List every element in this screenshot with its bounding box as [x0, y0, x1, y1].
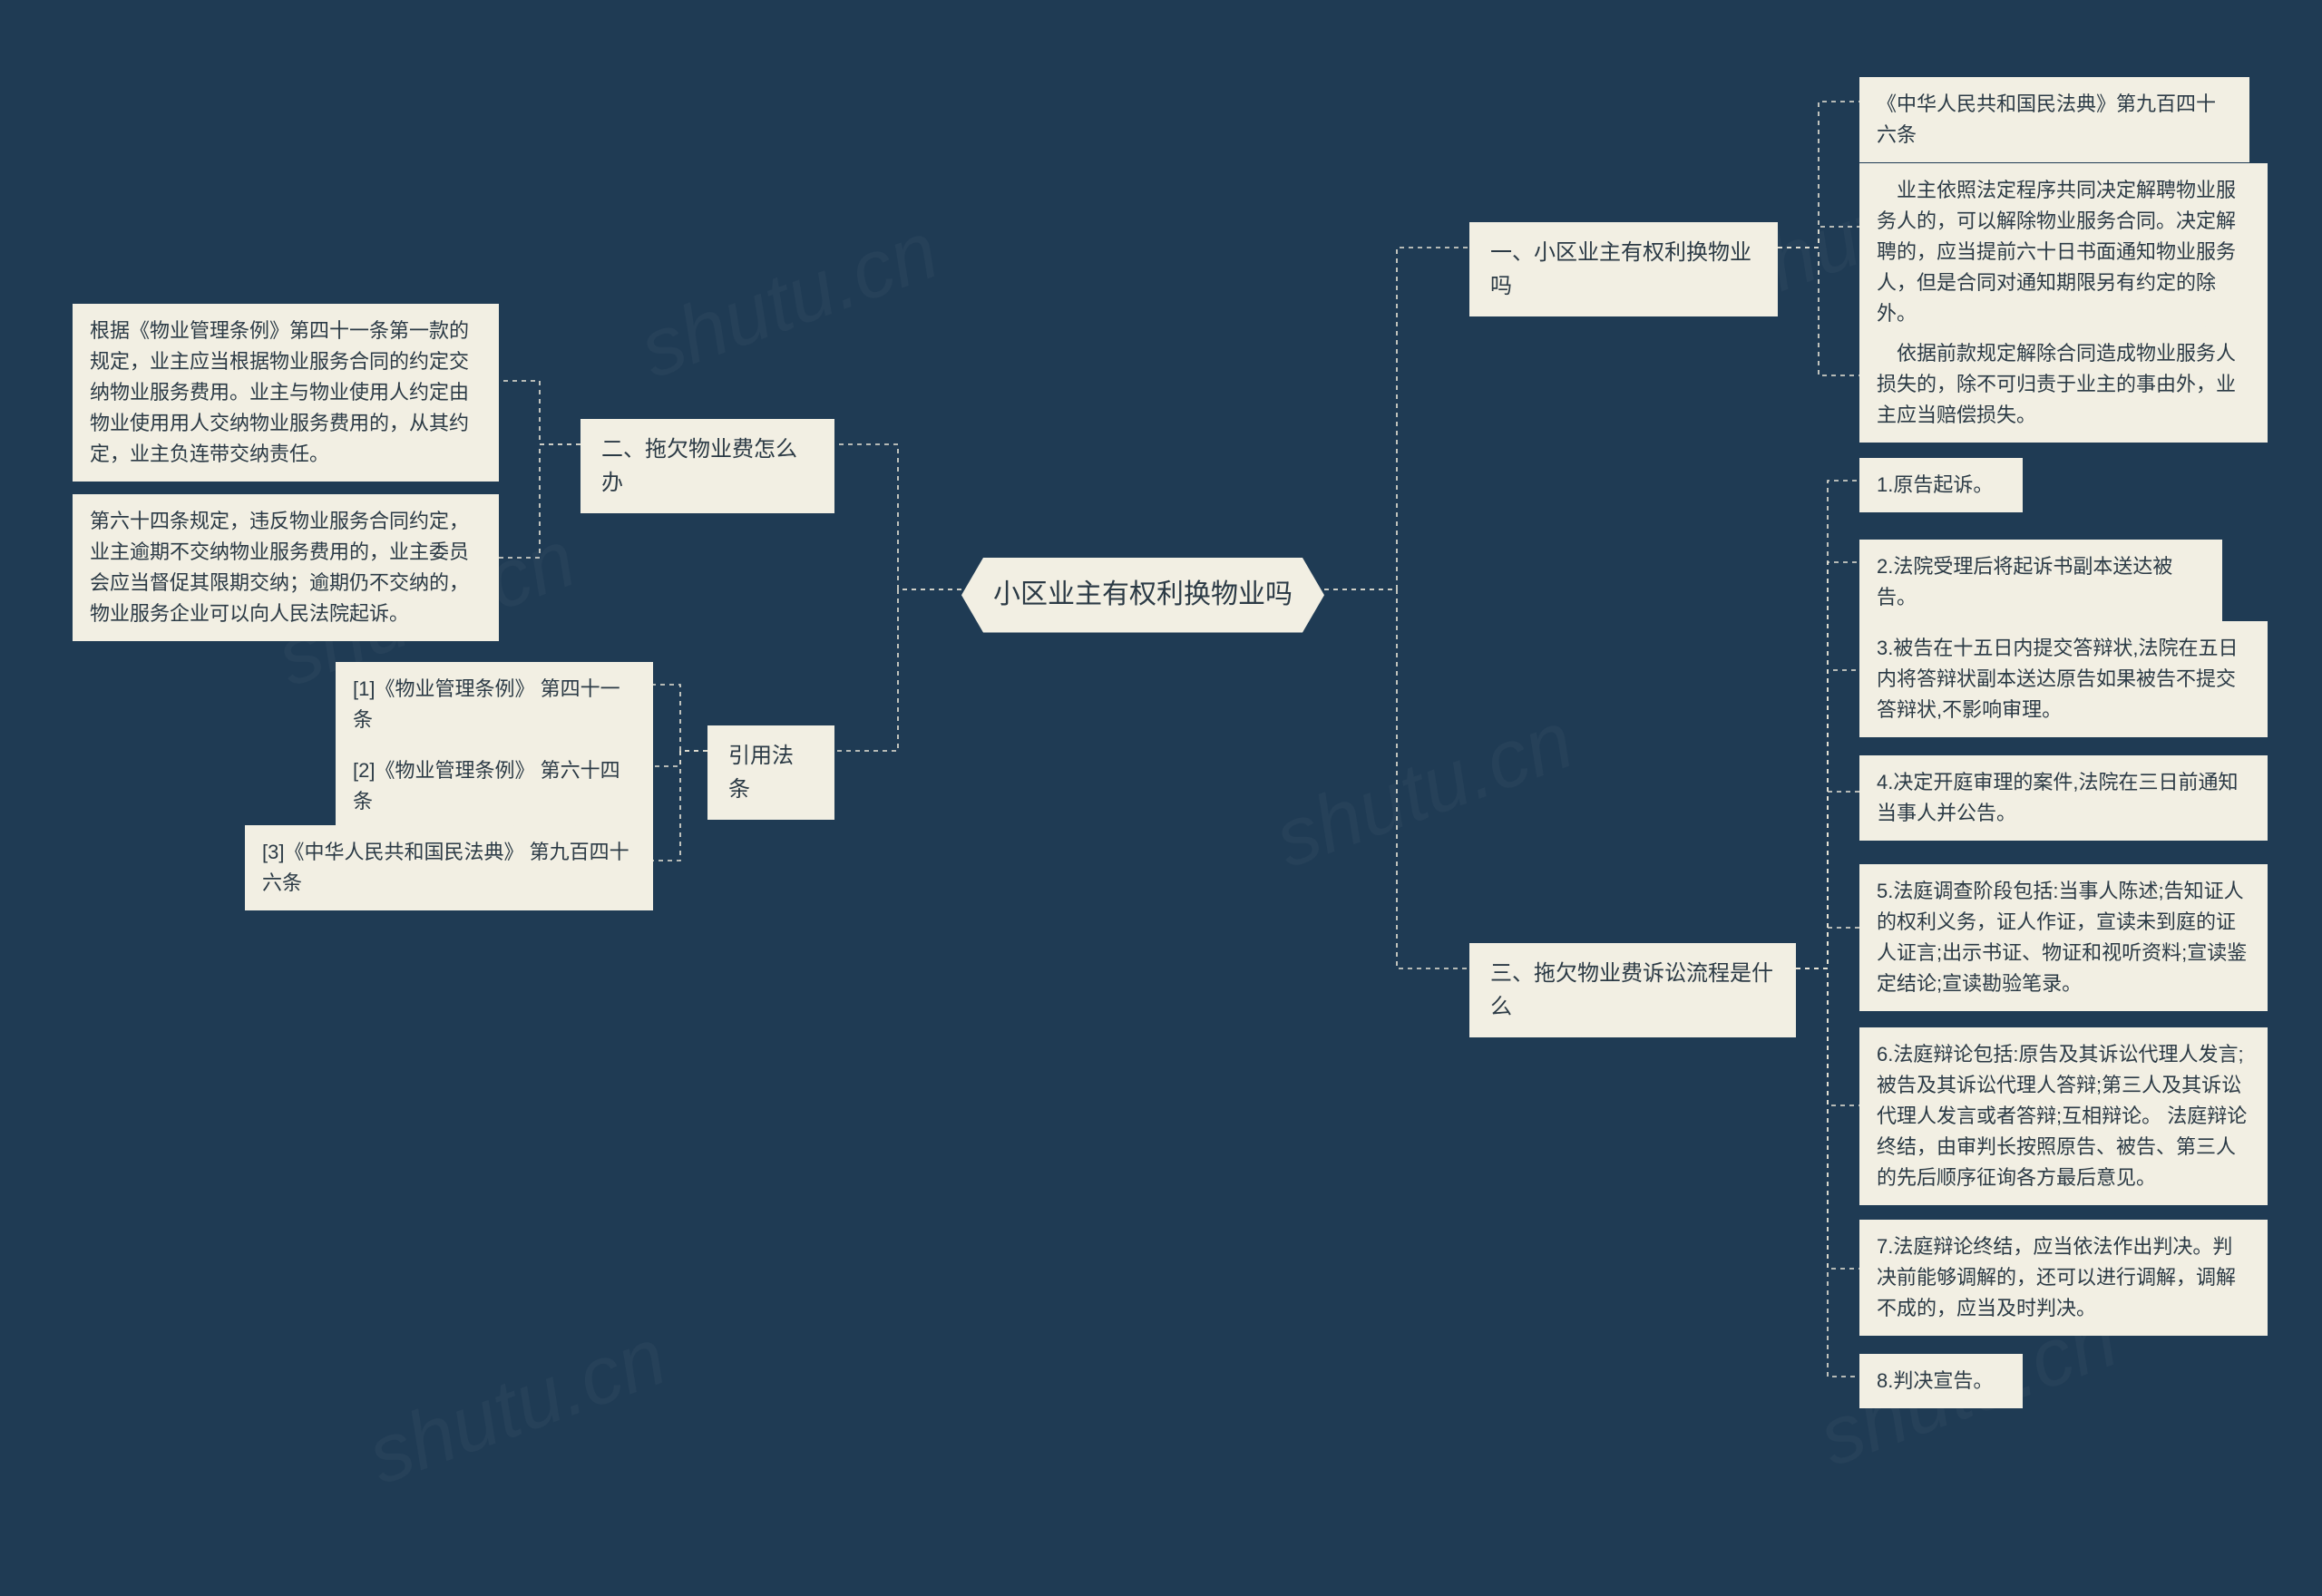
leaf-r3-6: 7.法庭辩论终结，应当依法作出判决。判决前能够调解的，还可以进行调解，调解不成的…	[1859, 1220, 2268, 1336]
branch-r1: 一、小区业主有权利换物业吗	[1469, 222, 1778, 316]
branch-l_ref: 引用法条	[707, 725, 834, 820]
leaf-r3-7: 8.判决宣告。	[1859, 1354, 2023, 1408]
watermark-0: shutu.cn	[629, 204, 951, 397]
leaf-r1-2: 依据前款规定解除合同造成物业服务人损失的，除不可归责于业主的事由外，业主应当赔偿…	[1859, 326, 2268, 443]
leaf-r3-0: 1.原告起诉。	[1859, 458, 2023, 512]
root-node: 小区业主有权利换物业吗	[961, 558, 1324, 633]
leaf-l_ref-2: [3]《中华人民共和国民法典》 第九百四十六条	[245, 825, 653, 910]
branch-l2: 二、拖欠物业费怎么办	[580, 419, 834, 513]
leaf-l_ref-1: [2]《物业管理条例》 第六十四条	[336, 744, 653, 829]
branch-r3: 三、拖欠物业费诉讼流程是什么	[1469, 943, 1796, 1037]
leaf-r1-0: 《中华人民共和国民法典》第九百四十六条	[1859, 77, 2249, 162]
leaf-l2-0: 根据《物业管理条例》第四十一条第一款的规定，业主应当根据物业服务合同的约定交纳物…	[73, 304, 499, 482]
watermark-3: shutu.cn	[1263, 694, 1585, 887]
leaf-l_ref-0: [1]《物业管理条例》 第四十一条	[336, 662, 653, 747]
leaf-r3-5: 6.法庭辩论包括:原告及其诉讼代理人发言;被告及其诉讼代理人答辩;第三人及其诉讼…	[1859, 1027, 2268, 1205]
leaf-l2-1: 第六十四条规定，违反物业服务合同约定，业主逾期不交纳物业服务费用的，业主委员会应…	[73, 494, 499, 641]
leaf-r3-4: 5.法庭调查阶段包括:当事人陈述;告知证人的权利义务，证人作证，宣读未到庭的证人…	[1859, 864, 2268, 1011]
watermark-5: shutu.cn	[356, 1310, 678, 1504]
leaf-r3-1: 2.法院受理后将起诉书副本送达被告。	[1859, 540, 2222, 625]
leaf-r3-3: 4.决定开庭审理的案件,法院在三日前通知当事人并公告。	[1859, 755, 2268, 841]
leaf-r1-1: 业主依照法定程序共同决定解聘物业服务人的，可以解除物业服务合同。决定解聘的，应当…	[1859, 163, 2268, 341]
leaf-r3-2: 3.被告在十五日内提交答辩状,法院在五日内将答辩状副本送达原告如果被告不提交答辩…	[1859, 621, 2268, 737]
